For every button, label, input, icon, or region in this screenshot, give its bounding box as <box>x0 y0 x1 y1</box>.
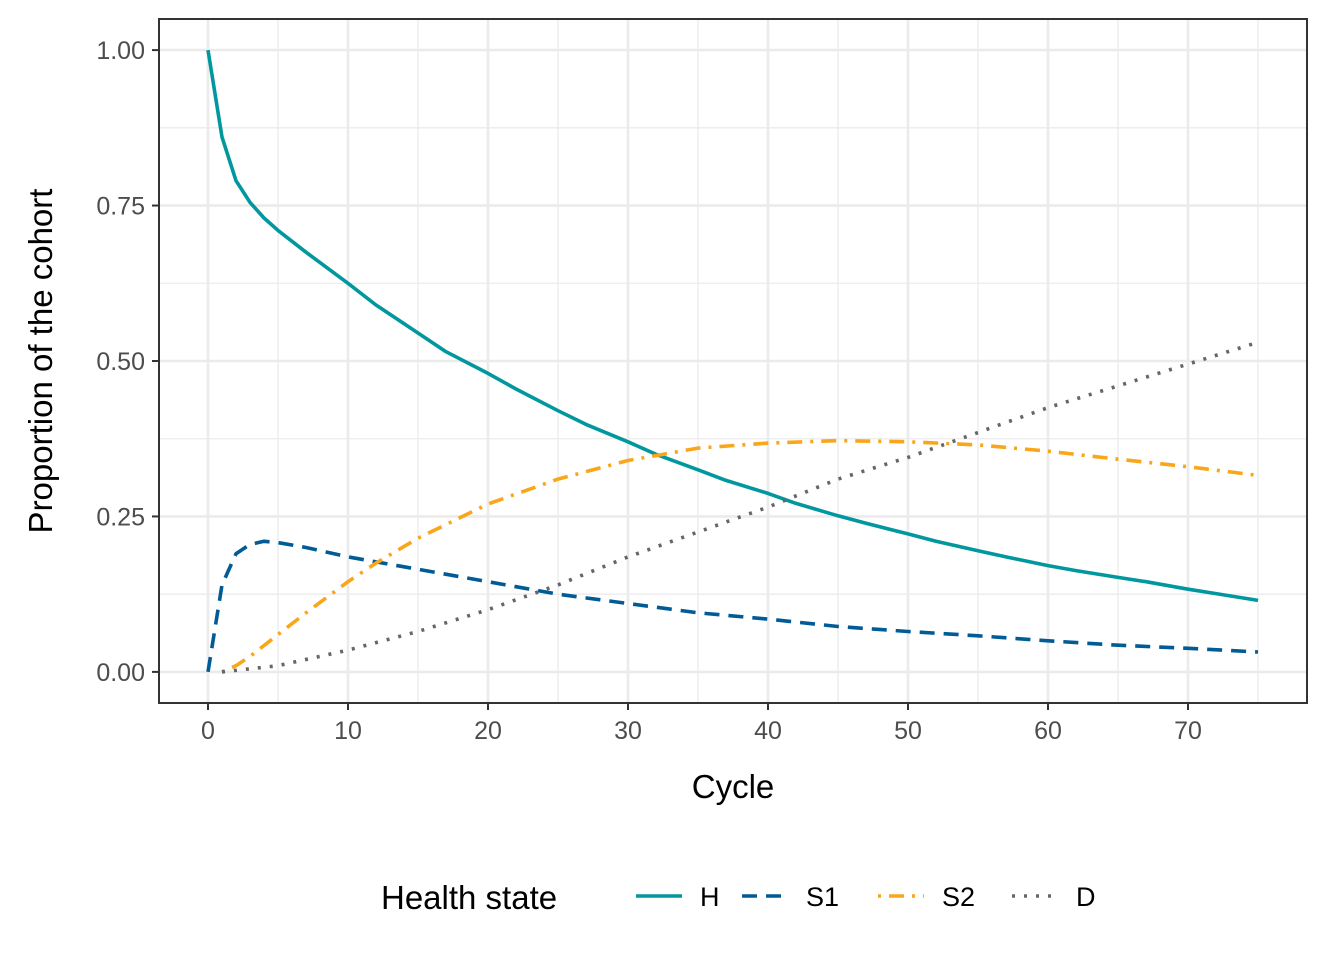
series-line-s1 <box>206 539 1259 673</box>
x-tick-label: 40 <box>754 717 782 745</box>
x-tick-label: 50 <box>894 717 922 745</box>
y-tick-label: 0.75 <box>96 193 145 221</box>
x-tick-label: 20 <box>474 717 502 745</box>
legend-items: H S1 S2 D <box>636 882 1096 912</box>
y-tick-label: 0.25 <box>96 503 145 531</box>
y-axis-title: Proportion of the cohort <box>22 189 59 534</box>
x-tick-label: 0 <box>201 717 215 745</box>
x-axis: 0 10 20 30 40 50 60 70 <box>201 703 1202 745</box>
x-tick-label: 70 <box>1174 717 1202 745</box>
legend-label-h: H <box>700 882 720 912</box>
x-tick-label: 30 <box>614 717 642 745</box>
y-tick-label: 0.00 <box>96 659 145 687</box>
x-tick-label: 10 <box>334 717 362 745</box>
legend-label-s2: S2 <box>942 882 975 912</box>
legend-label-d: D <box>1076 882 1096 912</box>
legend-title: Health state <box>381 879 557 916</box>
series-line-s2 <box>221 438 1259 674</box>
series-line-h <box>206 49 1259 603</box>
y-tick-label: 1.00 <box>96 37 145 65</box>
x-axis-title: Cycle <box>692 768 775 805</box>
major-gridlines <box>159 19 1307 703</box>
series-lines <box>206 49 1259 674</box>
y-axis: 0.00 0.25 0.50 0.75 1.00 <box>96 37 159 687</box>
legend-label-s1: S1 <box>806 882 839 912</box>
y-tick-label: 0.50 <box>96 348 145 376</box>
legend: Health state H S1 S2 D <box>381 879 1096 916</box>
x-tick-label: 60 <box>1034 717 1062 745</box>
